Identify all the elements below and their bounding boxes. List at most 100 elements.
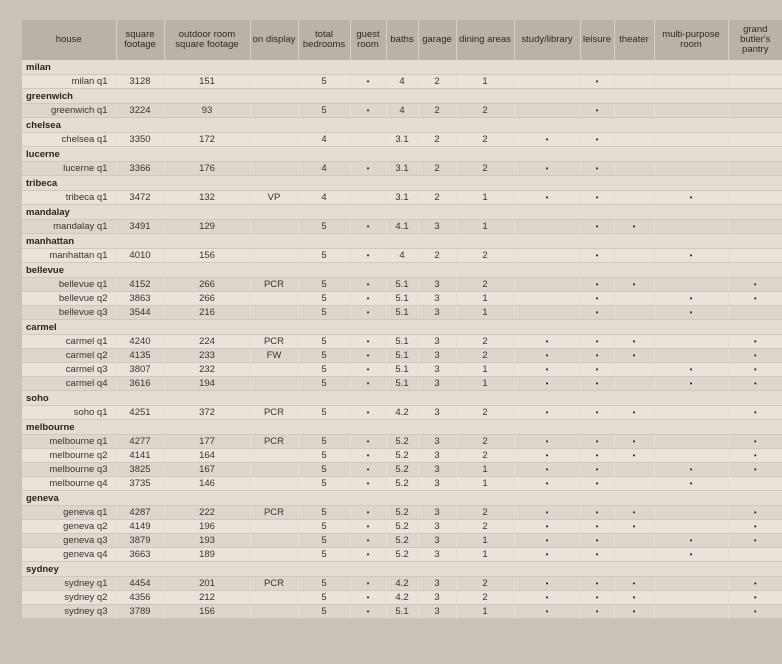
table-row[interactable]: bellevue q2 3863 266 5 • 5.1 3 1 • • • — [22, 291, 782, 306]
table-row[interactable]: greenwich q1 3224 93 5 • 4 2 2 • — [22, 103, 782, 118]
bullet-marker: • — [689, 465, 693, 474]
guest-room-cell: • — [350, 248, 387, 263]
table-row[interactable]: melbourne q3 3825 167 5 • 5.2 3 1 • • • • — [22, 462, 782, 477]
on-display-cell — [250, 448, 299, 463]
leisure-cell: • — [580, 505, 615, 520]
baths-cell: 5.2 — [386, 434, 419, 449]
outdoor-square-footage-cell: 193 — [164, 533, 251, 548]
group-name: greenwich — [22, 88, 782, 104]
grand-butlers-pantry-cell: • — [728, 291, 782, 306]
house-name-cell: bellevue q1 — [22, 277, 117, 292]
multi-purpose-room-cell: • — [654, 547, 729, 562]
baths-cell: 3.1 — [386, 190, 419, 205]
table-row[interactable]: sydney q2 4356 212 5 • 4.2 3 2 • • • • — [22, 590, 782, 605]
table-row[interactable]: sydney q1 4454 201 PCR 5 • 4.2 3 2 • • • • — [22, 576, 782, 591]
column-header-outdoor-room[interactable]: outdoor room square footage — [164, 20, 251, 60]
house-name-cell: carmel q3 — [22, 362, 117, 377]
table-row[interactable]: bellevue q3 3544 216 5 • 5.1 3 1 • • — [22, 305, 782, 320]
column-header-total-bedrooms[interactable]: total bedrooms — [298, 20, 351, 60]
column-header-square-footage[interactable]: square footage — [116, 20, 165, 60]
bullet-marker: • — [595, 379, 599, 388]
bullet-marker: • — [545, 550, 549, 559]
table-row[interactable]: geneva q1 4287 222 PCR 5 • 5.2 3 2 • • • • — [22, 505, 782, 520]
baths-cell: 5.1 — [386, 348, 419, 363]
column-header-theater[interactable]: theater — [614, 20, 655, 60]
group-name: sydney — [22, 561, 782, 577]
total-bedrooms-cell: 4 — [298, 132, 351, 147]
bullet-marker: • — [595, 408, 599, 417]
table-row[interactable]: melbourne q2 4141 164 5 • 5.2 3 2 • • • • — [22, 448, 782, 463]
multi-purpose-room-cell — [654, 219, 729, 234]
table-row[interactable]: geneva q2 4149 196 5 • 5.2 3 2 • • • • — [22, 519, 782, 534]
leisure-cell: • — [580, 519, 615, 534]
column-header-study-library[interactable]: study/library — [514, 20, 581, 60]
bullet-marker: • — [545, 135, 549, 144]
table-row[interactable]: tribeca q1 3472 132 VP 4 3.1 2 1 • • • — [22, 190, 782, 205]
table-row[interactable]: melbourne q4 3735 146 5 • 5.2 3 1 • • • — [22, 476, 782, 491]
study-library-cell: • — [514, 533, 581, 548]
table-row[interactable]: bellevue q1 4152 266 PCR 5 • 5.1 3 2 • • • — [22, 277, 782, 292]
multi-purpose-room-cell: • — [654, 305, 729, 320]
house-name-cell: sydney q1 — [22, 576, 117, 591]
table-row[interactable]: melbourne q1 4277 177 PCR 5 • 5.2 3 2 • • • • — [22, 434, 782, 449]
bullet-marker: • — [753, 337, 757, 346]
column-header-house[interactable]: house — [22, 20, 117, 60]
guest-room-cell: • — [350, 448, 387, 463]
column-header-baths[interactable]: baths — [386, 20, 419, 60]
dining-areas-cell: 2 — [456, 505, 515, 520]
outdoor-square-footage-cell: 201 — [164, 576, 251, 591]
table-row[interactable]: carmel q2 4135 233 FW 5 • 5.1 3 2 • • • • — [22, 348, 782, 363]
leisure-cell: • — [580, 533, 615, 548]
column-header-multi-purpose-room[interactable]: multi-purpose room — [654, 20, 729, 60]
baths-cell: 4.2 — [386, 576, 419, 591]
table-row[interactable]: soho q1 4251 372 PCR 5 • 4.2 3 2 • • • • — [22, 405, 782, 420]
square-footage-cell: 3491 — [116, 219, 165, 234]
table-row[interactable]: carmel q1 4240 224 PCR 5 • 5.1 3 2 • • • • — [22, 334, 782, 349]
house-name-cell: carmel q4 — [22, 376, 117, 391]
outdoor-square-footage-cell: 232 — [164, 362, 251, 377]
baths-cell: 5.2 — [386, 533, 419, 548]
dining-areas-cell: 2 — [456, 103, 515, 118]
theater-cell: • — [614, 590, 655, 605]
multi-purpose-room-cell — [654, 590, 729, 605]
group-name: milan — [22, 60, 782, 75]
table-row[interactable]: carmel q3 3807 232 5 • 5.1 3 1 • • • • — [22, 362, 782, 377]
total-bedrooms-cell: 5 — [298, 519, 351, 534]
on-display-cell: PCR — [250, 405, 299, 420]
table-row[interactable]: carmel q4 3616 194 5 • 5.1 3 1 • • • • — [22, 376, 782, 391]
baths-cell: 5.2 — [386, 476, 419, 491]
column-header-grand-butlers-pantry[interactable]: grand butler's pantry — [728, 20, 782, 60]
garage-cell: 3 — [418, 362, 457, 377]
dining-areas-cell: 1 — [456, 291, 515, 306]
outdoor-square-footage-cell: 177 — [164, 434, 251, 449]
table-row[interactable]: lucerne q1 3366 176 4 • 3.1 2 2 • • — [22, 161, 782, 176]
column-header-guest-room[interactable]: guest room — [350, 20, 387, 60]
bullet-marker: • — [366, 479, 370, 488]
grand-butlers-pantry-cell — [728, 248, 782, 263]
column-header-garage[interactable]: garage — [418, 20, 457, 60]
outdoor-square-footage-cell: 167 — [164, 462, 251, 477]
table-row[interactable]: chelsea q1 3350 172 4 3.1 2 2 • • — [22, 132, 782, 147]
guest-room-cell: • — [350, 533, 387, 548]
dining-areas-cell: 2 — [456, 248, 515, 263]
outdoor-square-footage-cell: 224 — [164, 334, 251, 349]
square-footage-cell: 3616 — [116, 376, 165, 391]
guest-room-cell: • — [350, 505, 387, 520]
table-row[interactable]: sydney q3 3789 156 5 • 5.1 3 1 • • • • — [22, 604, 782, 619]
study-library-cell — [514, 219, 581, 234]
leisure-cell: • — [580, 248, 615, 263]
column-header-on-display[interactable]: on display — [250, 20, 299, 60]
guest-room-cell: • — [350, 219, 387, 234]
column-header-dining-areas[interactable]: dining areas — [456, 20, 515, 60]
table-row[interactable]: geneva q4 3663 189 5 • 5.2 3 1 • • • — [22, 547, 782, 562]
bullet-marker: • — [595, 550, 599, 559]
on-display-cell — [250, 590, 299, 605]
bullet-marker: • — [366, 550, 370, 559]
table-row[interactable]: manhattan q1 4010 156 5 • 4 2 2 • • — [22, 248, 782, 263]
table-row[interactable]: geneva q3 3879 193 5 • 5.2 3 1 • • • • — [22, 533, 782, 548]
bullet-marker: • — [595, 294, 599, 303]
column-header-leisure[interactable]: leisure — [580, 20, 615, 60]
table-row[interactable]: mandalay q1 3491 129 5 • 4.1 3 1 • • — [22, 219, 782, 234]
on-display-cell — [250, 103, 299, 118]
table-row[interactable]: milan q1 3128 151 5 • 4 2 1 • — [22, 74, 782, 89]
